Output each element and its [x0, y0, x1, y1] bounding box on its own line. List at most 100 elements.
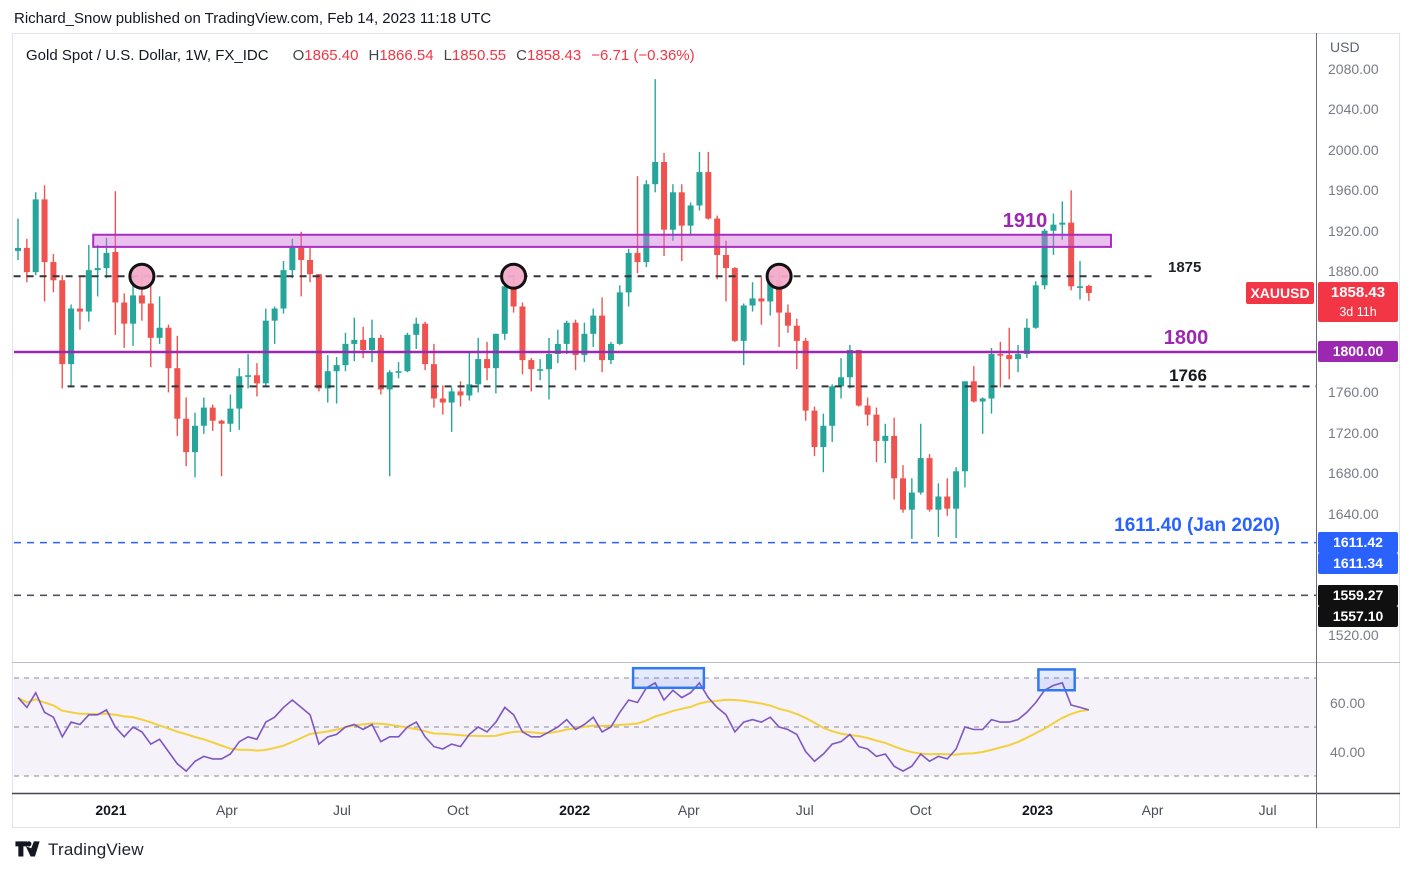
candle-body: [1041, 230, 1048, 286]
symbol-badge: XAUUSD: [1246, 282, 1314, 304]
candle-body: [209, 407, 216, 421]
open-label: O: [292, 47, 305, 64]
candle-body: [430, 364, 437, 399]
low-value: 1850.55: [451, 47, 507, 64]
pivot-circle-marker[interactable]: [128, 262, 156, 290]
candle-body: [23, 247, 30, 273]
chart-legend[interactable]: Gold Spot / U.S. Dollar, 1W, FX_IDC O1865…: [26, 47, 695, 64]
candle-body: [192, 425, 198, 453]
candle-body: [112, 251, 119, 303]
candle-body: [1032, 285, 1039, 328]
candle-body: [103, 252, 110, 269]
candle-body: [572, 322, 579, 356]
candle-body: [315, 274, 322, 389]
candle-body: [616, 292, 623, 344]
candle-body: [59, 280, 66, 365]
support2-price-label: 1766: [1169, 366, 1207, 385]
candle-body: [882, 435, 889, 441]
candle-body: [377, 337, 384, 390]
last-price-value: 1858.43: [1330, 284, 1386, 301]
candle-body: [253, 375, 260, 384]
candle-body: [271, 308, 278, 321]
candle-body: [1050, 224, 1057, 231]
candle-body: [510, 286, 517, 307]
zone-price-label: 1910: [1002, 210, 1048, 232]
candle-body: [360, 339, 367, 350]
candle-body: [395, 371, 402, 373]
candle-body: [749, 298, 756, 306]
change-value: −6.71 (−0.36%): [591, 47, 695, 64]
candle-body: [820, 425, 827, 448]
last-price-badge: 1858.43 3d 11h: [1318, 282, 1398, 322]
candle-body: [855, 349, 862, 406]
candle-body: [68, 308, 75, 365]
candle-body: [802, 340, 809, 411]
tradingview-footer-link[interactable]: TradingView: [14, 838, 144, 862]
candle-body: [156, 327, 163, 338]
candle-body: [784, 312, 791, 326]
support-price-label: 1800: [1163, 327, 1209, 349]
black-level-badge-1: 1559.27: [1318, 585, 1398, 606]
candle-body: [528, 360, 535, 370]
candle-body: [678, 192, 685, 226]
candle-body: [227, 408, 234, 424]
tradingview-logo-icon: [15, 841, 40, 857]
black-level-badge-2: 1557.10: [1318, 606, 1398, 627]
candle-body: [988, 354, 995, 399]
jan2020-low-label: 1611.40 (Jan 2020): [1114, 515, 1280, 536]
supply-zone-band[interactable]: [92, 233, 1112, 248]
candle-body: [900, 478, 906, 510]
candle-body: [218, 420, 225, 424]
candle-body: [200, 407, 207, 426]
candle-body: [917, 458, 924, 493]
candle-body: [563, 322, 570, 344]
rsi-highlight-box[interactable]: [1037, 668, 1076, 692]
candle-body: [537, 369, 544, 371]
candle-body: [891, 435, 898, 479]
candle-body: [121, 302, 128, 324]
pivot-circle-marker[interactable]: [500, 262, 528, 290]
candle-body: [130, 295, 137, 324]
candle-body: [174, 368, 181, 419]
candle-body: [15, 247, 21, 251]
candle-body: [599, 315, 606, 361]
candle-body: [669, 192, 676, 230]
candle-body: [448, 391, 455, 403]
rsi-ma-line: [17, 696, 1089, 756]
symbol-title: Gold Spot / U.S. Dollar, 1W, FX_IDC: [26, 47, 269, 64]
candle-body: [289, 247, 296, 271]
candle-body: [634, 252, 641, 263]
level-1800-badge: 1800.00: [1318, 341, 1398, 362]
candle-body: [138, 295, 145, 304]
candle-body: [165, 327, 172, 369]
candle-body: [625, 252, 632, 293]
candle-body: [714, 218, 721, 255]
candle-body: [979, 398, 986, 402]
candle-body: [1023, 327, 1030, 355]
publish-header: Richard_Snow published on TradingView.co…: [14, 10, 492, 27]
candle-body: [908, 492, 915, 510]
candle-body: [970, 381, 977, 402]
high-label: H: [368, 47, 380, 64]
candle-body: [776, 280, 783, 313]
candle-body: [961, 381, 968, 472]
candle-body: [546, 354, 552, 370]
candle-body: [457, 391, 464, 396]
rsi-highlight-box[interactable]: [631, 666, 706, 690]
close-label: C: [516, 47, 527, 64]
candle-body: [351, 339, 358, 344]
candle-body: [652, 161, 659, 185]
candle-body: [413, 323, 420, 335]
candle-body: [696, 172, 703, 206]
candle-body: [76, 308, 83, 312]
tradingview-wordmark: TradingView: [48, 840, 144, 859]
resistance-price-label: 1875: [1168, 259, 1202, 276]
candle-body: [501, 286, 508, 334]
candle-body: [519, 306, 526, 361]
pivot-circle-marker[interactable]: [765, 262, 793, 290]
candle-body: [643, 184, 650, 263]
candle-body: [846, 349, 853, 378]
candle-body: [731, 268, 738, 341]
